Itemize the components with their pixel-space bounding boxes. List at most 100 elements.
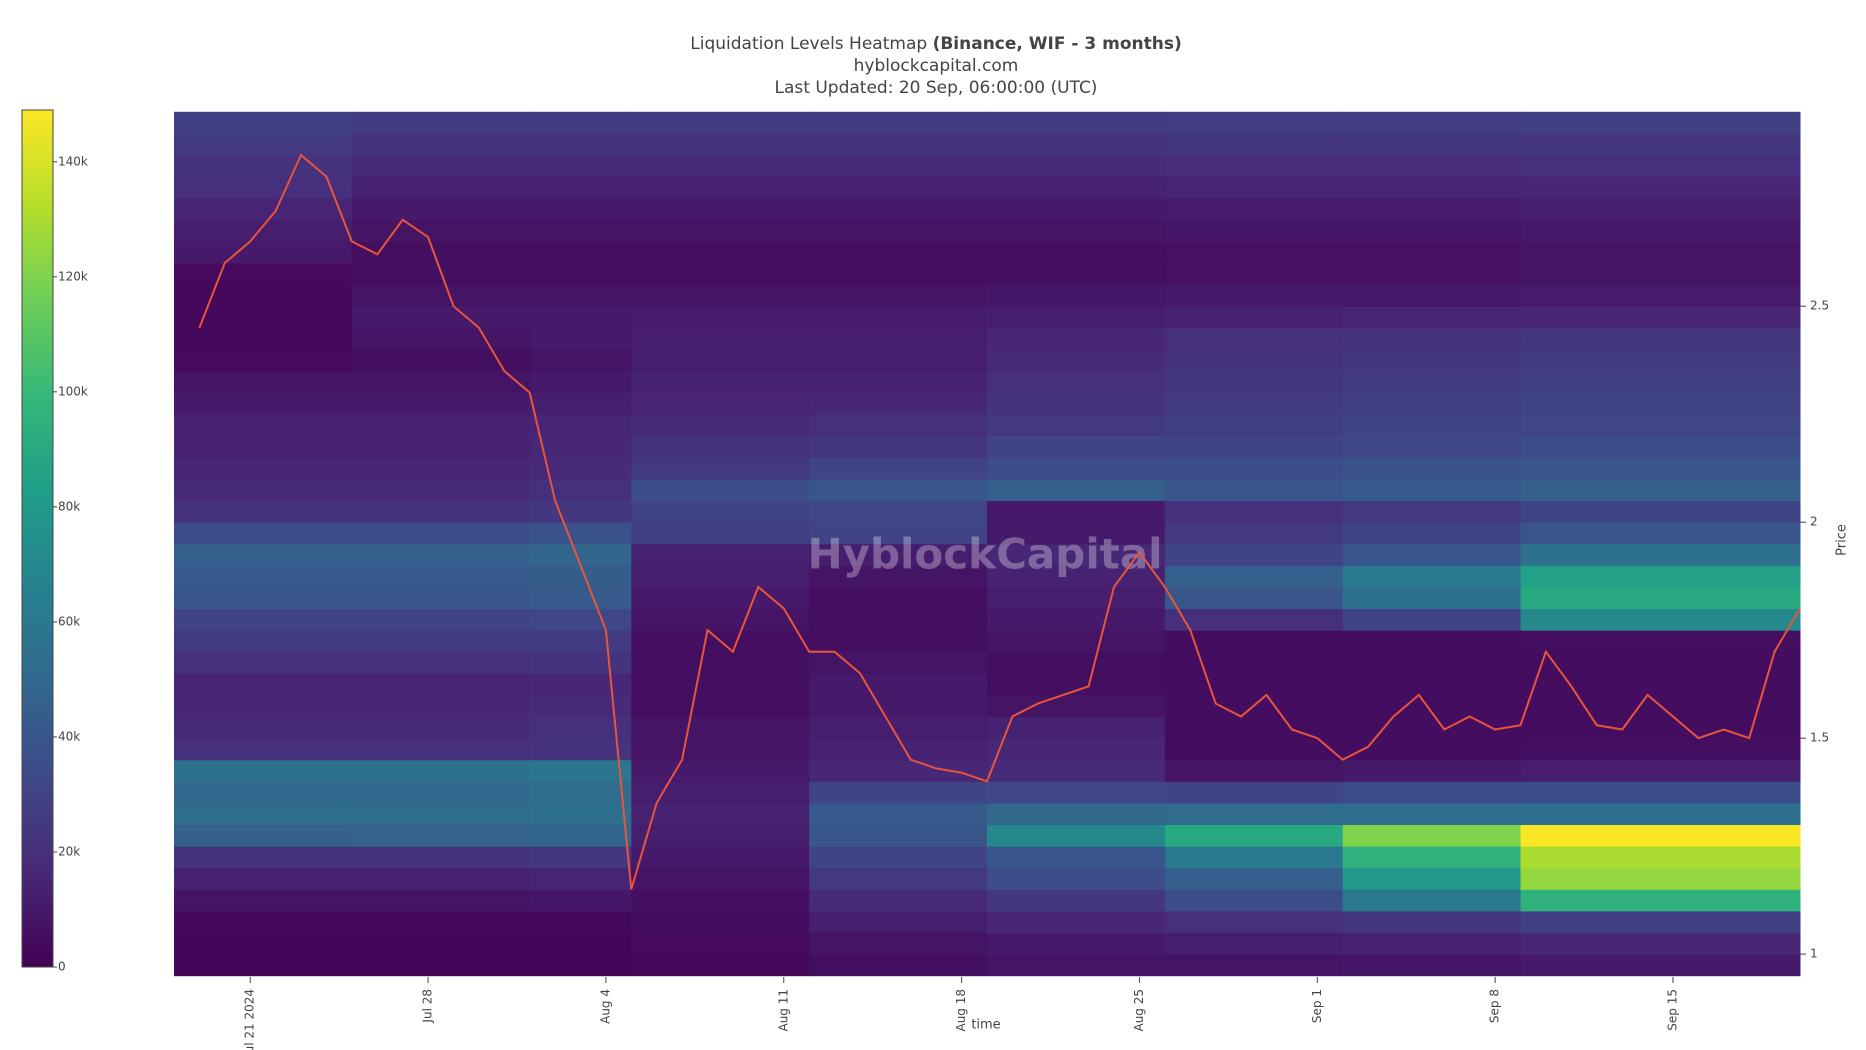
heat-cell — [631, 478, 810, 502]
heat-cell — [174, 219, 353, 242]
heat-cell — [809, 176, 988, 199]
heat-cell — [529, 694, 632, 718]
heat-cell — [1342, 716, 1522, 739]
heat-cell — [351, 630, 531, 653]
heat-cell — [631, 241, 810, 264]
y-axis-title: Price — [1835, 524, 1850, 556]
heat-cell — [1164, 478, 1344, 502]
heat-cell — [987, 889, 1166, 912]
heat-cell — [529, 586, 632, 610]
heat-cell — [1342, 370, 1522, 394]
heat-cell — [631, 867, 810, 890]
heat-cell — [1342, 802, 1522, 826]
heat-cell — [1342, 630, 1522, 653]
heat-cell — [351, 457, 531, 480]
heat-cell — [1164, 306, 1344, 329]
heat-cell — [351, 738, 531, 761]
watermark: HyblockCapital — [807, 530, 1162, 579]
heat-cell — [1520, 716, 1801, 739]
heat-cell — [1520, 154, 1801, 178]
heat-cell — [1164, 457, 1344, 480]
y-tick-label: 1.5 — [1810, 731, 1829, 745]
heat-cell — [631, 457, 810, 480]
heat-cell — [631, 651, 810, 674]
heat-cell — [1164, 824, 1344, 847]
heat-cell — [1164, 867, 1344, 890]
heat-cell — [1164, 759, 1344, 782]
heat-cell — [1342, 111, 1522, 134]
heat-cell — [631, 608, 810, 631]
heat-cell — [1520, 759, 1801, 782]
heat-cell — [1164, 802, 1344, 826]
heat-cell — [1164, 910, 1344, 934]
heat-cell — [987, 586, 1166, 610]
heat-cell — [529, 889, 632, 912]
heat-cell — [987, 759, 1166, 782]
heatmap — [174, 111, 1801, 977]
heat-cell — [529, 284, 632, 307]
title-bold: (Binance, WIF - 3 months) — [933, 34, 1182, 54]
heat-cell — [809, 694, 988, 718]
heat-cell — [809, 349, 988, 372]
heat-cell — [987, 781, 1166, 804]
heat-cell — [1342, 824, 1522, 847]
heat-cell — [631, 349, 810, 372]
heat-cell — [1342, 673, 1522, 696]
heat-cell — [529, 630, 632, 653]
heat-cell — [351, 522, 531, 545]
overlay: HyblockCapital — [198, 153, 1801, 890]
heat-cell — [1342, 198, 1522, 221]
heat-cell — [351, 133, 531, 156]
heat-cell — [631, 910, 810, 934]
heat-cell — [809, 543, 988, 566]
heat-cell — [631, 932, 810, 955]
heat-cell — [987, 630, 1166, 653]
x-tick-label: Aug 18 — [954, 989, 968, 1032]
heat-cell — [529, 241, 632, 264]
chart-title: Liquidation Levels Heatmap (Binance, WIF… — [690, 34, 1181, 54]
colorbar-tick-label: 20k — [58, 844, 80, 858]
heat-cell — [631, 370, 810, 394]
heat-cell — [987, 241, 1166, 264]
heat-cell — [631, 586, 810, 610]
heat-cell — [987, 198, 1166, 221]
heat-cell — [529, 370, 632, 394]
heat-cell — [174, 824, 353, 847]
heat-cell — [529, 154, 632, 178]
heat-cell — [1342, 694, 1522, 718]
heat-cell — [987, 392, 1166, 415]
heat-cell — [1520, 457, 1801, 480]
heat-cell — [809, 565, 988, 588]
heat-cell — [809, 392, 988, 415]
heat-cell — [174, 759, 353, 782]
heat-cell — [1342, 306, 1522, 329]
heat-cell — [174, 370, 353, 394]
colorbar-tick-label: 0 — [58, 960, 66, 974]
colorbar-tick-label: 40k — [58, 729, 80, 743]
heat-cell — [529, 910, 632, 934]
heat-cell — [809, 306, 988, 329]
heat-cell — [631, 954, 810, 977]
title-text: Liquidation Levels Heatmap — [690, 34, 932, 54]
heat-cell — [351, 694, 531, 718]
heat-cell — [631, 673, 810, 696]
heat-cell — [1342, 435, 1522, 458]
heat-cell — [174, 867, 353, 890]
heat-cell — [987, 284, 1166, 307]
heat-cell — [809, 759, 988, 782]
heat-cell — [174, 111, 353, 134]
heat-cell — [987, 176, 1166, 199]
heat-cell — [1342, 522, 1522, 545]
heat-cell — [1164, 738, 1344, 761]
heat-cell — [174, 586, 353, 610]
heat-cell — [529, 608, 632, 631]
heat-cell — [987, 565, 1166, 588]
y-tick-label: 1 — [1810, 947, 1818, 961]
colorbar-tick-label: 80k — [58, 499, 80, 513]
heat-cell — [1342, 910, 1522, 934]
heat-cell — [809, 414, 988, 437]
heat-cell — [351, 241, 531, 264]
heat-cell — [1164, 219, 1344, 242]
heat-cell — [631, 198, 810, 221]
heat-cell — [809, 133, 988, 156]
